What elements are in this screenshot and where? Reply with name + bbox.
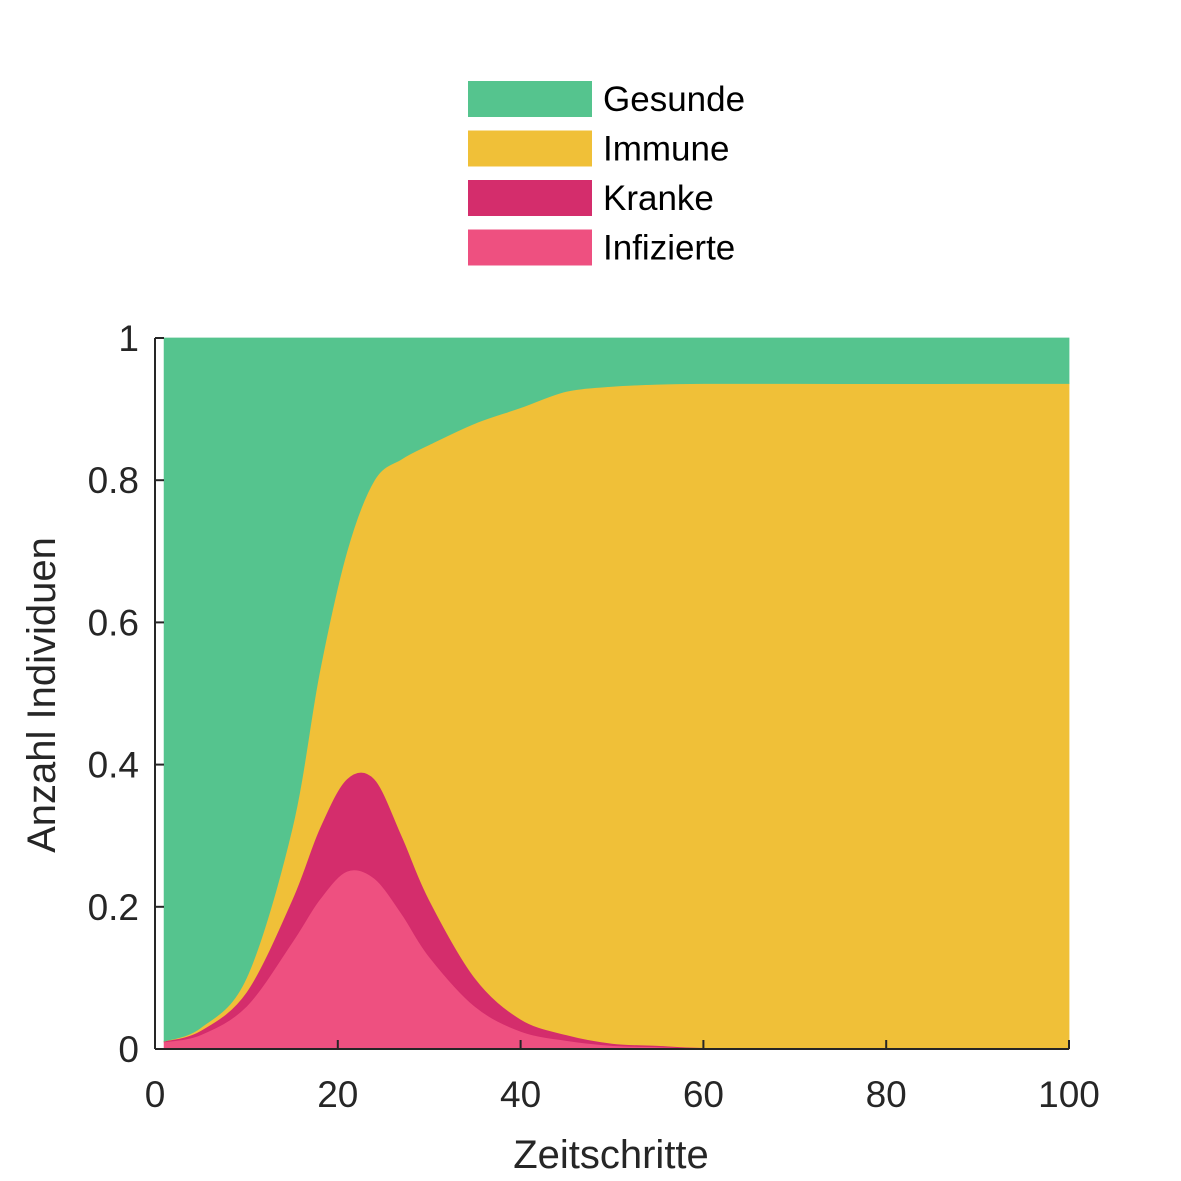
legend-swatch-infizierte xyxy=(468,229,592,266)
legend-swatch-kranke xyxy=(468,180,592,216)
x-tick-label: 20 xyxy=(317,1074,358,1115)
x-tick-label: 80 xyxy=(866,1074,907,1115)
x-tick-label: 40 xyxy=(500,1074,541,1115)
y-tick-label: 0.4 xyxy=(88,745,139,786)
plot-areas xyxy=(163,337,1070,1050)
y-axis-title: Anzahl Individuen xyxy=(20,537,64,853)
y-tick-label: 1 xyxy=(118,318,139,359)
area-gesunde xyxy=(163,337,1070,1042)
x-tick-label: 0 xyxy=(145,1074,166,1115)
x-axis-title: Zeitschritte xyxy=(513,1133,709,1177)
legend: Gesunde Immune Kranke Infizierte xyxy=(468,80,745,268)
y-tick-label: 0.6 xyxy=(88,602,139,643)
x-tick-label: 60 xyxy=(683,1074,724,1115)
legend-swatch-immune xyxy=(468,130,592,167)
legend-swatch-gesunde xyxy=(468,81,592,117)
y-tick-label: 0.2 xyxy=(88,887,139,928)
legend-label-gesunde: Gesunde xyxy=(603,80,745,119)
y-tick-label: 0.8 xyxy=(88,460,139,501)
legend-label-infizierte: Infizierte xyxy=(603,229,735,268)
axes: 0 20 40 60 80 100 0 0.2 0.4 0.6 0.8 1 xyxy=(88,318,1100,1115)
legend-label-kranke: Kranke xyxy=(603,179,714,218)
x-tick-label: 100 xyxy=(1038,1074,1100,1115)
y-tick-label: 0 xyxy=(118,1029,139,1070)
legend-label-immune: Immune xyxy=(603,130,729,169)
